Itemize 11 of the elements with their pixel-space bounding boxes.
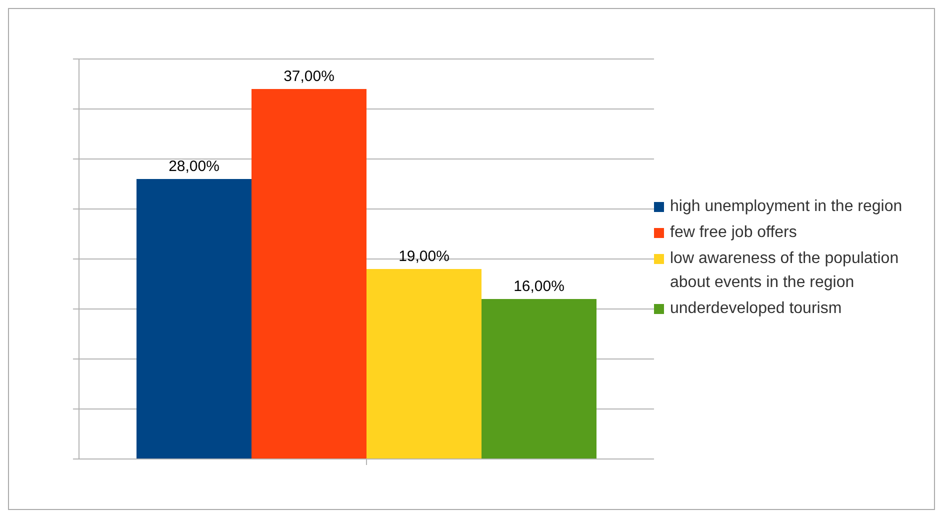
legend-label: few free job offers [670,223,797,243]
data-label: 37,00% [284,68,334,85]
data-label: 16,00% [514,278,564,295]
data-label: 28,00% [168,158,220,175]
bar [136,179,252,459]
legend-label: high unemployment in the region [670,197,902,217]
bar [366,269,482,459]
bar [252,89,366,459]
legend-label: underdeveloped tourism [670,299,842,319]
data-label: 19,00% [398,248,450,265]
bar [482,299,596,459]
